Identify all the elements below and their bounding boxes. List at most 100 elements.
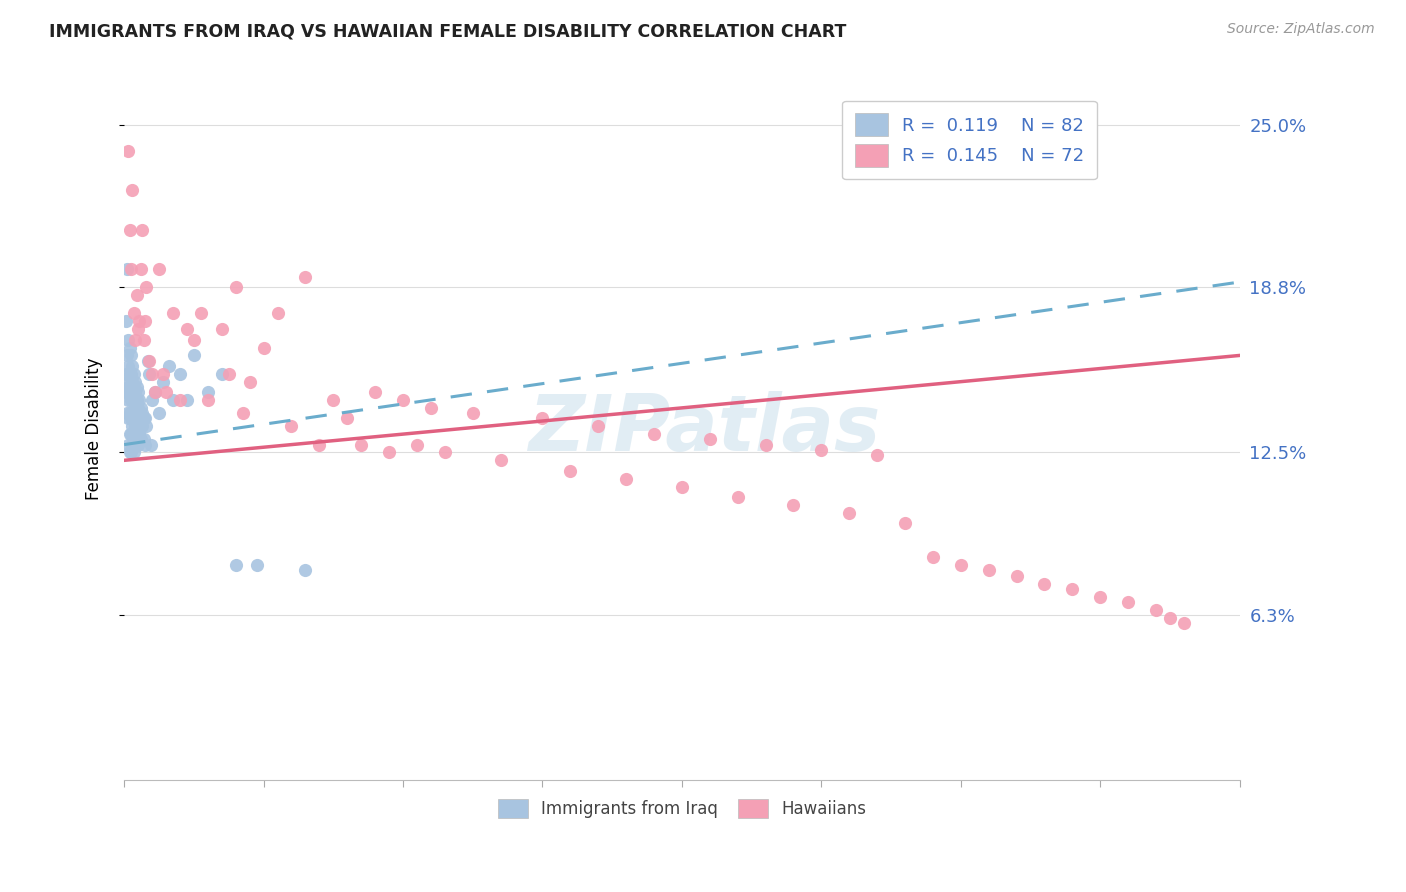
Point xyxy=(121,419,143,434)
Point xyxy=(308,437,330,451)
Point xyxy=(1033,576,1056,591)
Point xyxy=(419,401,441,415)
Point xyxy=(169,367,191,381)
Text: IMMIGRANTS FROM IRAQ VS HAWAIIAN FEMALE DISABILITY CORRELATION CHART: IMMIGRANTS FROM IRAQ VS HAWAIIAN FEMALE … xyxy=(49,22,846,40)
Point xyxy=(239,375,262,389)
Point xyxy=(115,348,138,362)
Point xyxy=(183,348,205,362)
Point xyxy=(120,261,142,276)
Y-axis label: Female Disability: Female Disability xyxy=(86,358,103,500)
Point xyxy=(225,558,247,573)
Point xyxy=(128,427,150,442)
Point xyxy=(127,401,149,415)
Point xyxy=(197,385,219,400)
Point xyxy=(132,433,155,447)
Point xyxy=(1159,610,1181,624)
Point xyxy=(232,406,254,420)
Point xyxy=(117,144,139,158)
Point xyxy=(134,437,156,451)
Point xyxy=(118,406,141,420)
Point xyxy=(132,411,155,425)
Point xyxy=(129,401,152,415)
Point xyxy=(125,288,148,302)
Point xyxy=(135,419,157,434)
Point xyxy=(118,222,141,236)
Point xyxy=(114,367,136,381)
Legend: Immigrants from Iraq, Hawaiians: Immigrants from Iraq, Hawaiians xyxy=(491,792,873,825)
Point xyxy=(392,392,415,407)
Point xyxy=(218,367,240,381)
Point xyxy=(127,322,149,336)
Point xyxy=(1090,590,1112,604)
Point xyxy=(124,401,146,415)
Point xyxy=(121,183,143,197)
Point xyxy=(211,367,233,381)
Point xyxy=(122,427,145,442)
Point xyxy=(122,306,145,320)
Point xyxy=(125,411,148,425)
Point xyxy=(125,433,148,447)
Point xyxy=(139,437,162,451)
Point xyxy=(183,333,205,347)
Point xyxy=(127,437,149,451)
Point xyxy=(122,411,145,425)
Point xyxy=(176,322,198,336)
Point xyxy=(143,385,166,400)
Point xyxy=(124,333,146,347)
Point xyxy=(157,359,180,373)
Point xyxy=(135,280,157,294)
Text: Source: ZipAtlas.com: Source: ZipAtlas.com xyxy=(1227,22,1375,37)
Point xyxy=(810,442,832,457)
Point xyxy=(252,341,274,355)
Text: ZIPatlas: ZIPatlas xyxy=(529,391,880,467)
Point xyxy=(120,392,142,407)
Point xyxy=(115,406,138,420)
Point xyxy=(127,419,149,434)
Point xyxy=(197,392,219,407)
Point xyxy=(155,385,177,400)
Point xyxy=(162,306,184,320)
Point xyxy=(294,269,316,284)
Point xyxy=(128,314,150,328)
Point xyxy=(114,385,136,400)
Point xyxy=(124,419,146,434)
Point xyxy=(350,437,373,451)
Point xyxy=(129,261,152,276)
Point xyxy=(643,427,665,442)
Point xyxy=(118,367,141,381)
Point xyxy=(118,341,141,355)
Point xyxy=(266,306,288,320)
Point xyxy=(922,550,945,565)
Point xyxy=(169,392,191,407)
Point xyxy=(699,433,721,447)
Point xyxy=(117,380,139,394)
Point xyxy=(117,437,139,451)
Point xyxy=(117,333,139,347)
Point xyxy=(176,392,198,407)
Point xyxy=(122,367,145,381)
Point xyxy=(141,367,163,381)
Point xyxy=(117,392,139,407)
Point xyxy=(225,280,247,294)
Point xyxy=(148,261,170,276)
Point xyxy=(122,445,145,459)
Point xyxy=(489,453,512,467)
Point xyxy=(131,222,153,236)
Point xyxy=(120,427,142,442)
Point xyxy=(131,419,153,434)
Point xyxy=(132,333,155,347)
Point xyxy=(117,359,139,373)
Point xyxy=(152,375,174,389)
Point xyxy=(134,411,156,425)
Point xyxy=(754,437,776,451)
Point xyxy=(894,516,917,531)
Point xyxy=(1062,582,1084,596)
Point xyxy=(1005,568,1028,582)
Point xyxy=(148,406,170,420)
Point xyxy=(122,392,145,407)
Point xyxy=(1116,595,1139,609)
Point xyxy=(122,380,145,394)
Point xyxy=(671,479,693,493)
Point xyxy=(406,437,429,451)
Point xyxy=(433,445,456,459)
